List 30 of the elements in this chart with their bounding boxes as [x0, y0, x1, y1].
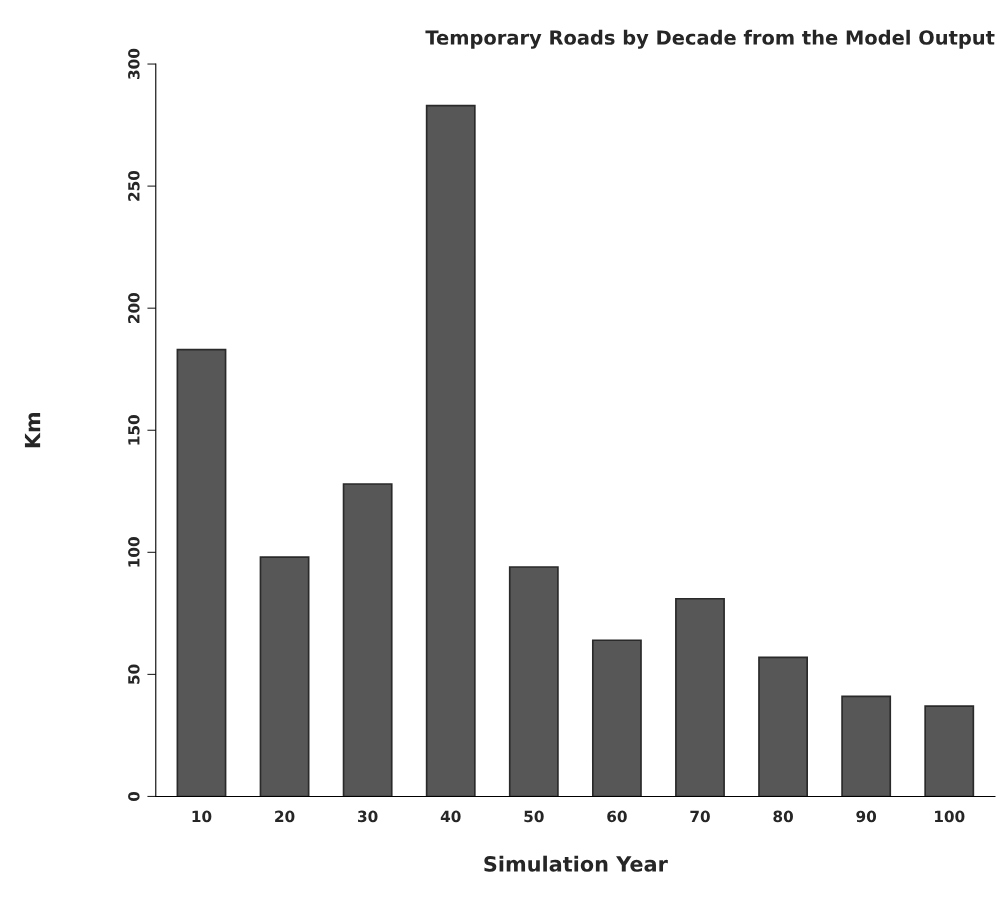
- x-tick-label: 80: [773, 810, 793, 823]
- y-tick-label: 0: [128, 791, 140, 802]
- y-tick-label: 200: [128, 292, 140, 323]
- bar: [591, 639, 642, 797]
- bar: [924, 705, 975, 797]
- bar: [342, 483, 393, 797]
- bar: [841, 695, 892, 797]
- y-tick-label: 300: [128, 48, 140, 79]
- bar: [259, 556, 310, 797]
- y-tick-label: 150: [128, 415, 140, 445]
- y-axis-title: Km: [24, 412, 41, 448]
- x-tick-label: 20: [275, 810, 295, 823]
- x-axis-title: Simulation Year: [484, 855, 668, 872]
- x-tick-label: 90: [856, 810, 877, 823]
- x-tick-label: 50: [524, 810, 544, 823]
- x-tick-label: 40: [440, 810, 461, 823]
- bar: [508, 566, 559, 797]
- x-tick-label: 30: [358, 810, 378, 823]
- x-tick-label: 10: [192, 810, 212, 823]
- y-tick-label: 100: [128, 537, 140, 567]
- bar: [425, 104, 476, 797]
- y-tick-label: 250: [128, 170, 140, 201]
- x-tick-label: 100: [935, 810, 965, 823]
- y-tick-label: 50: [128, 664, 140, 684]
- x-tick-label: 60: [607, 810, 627, 823]
- bar: [675, 597, 725, 797]
- bar: [176, 348, 227, 797]
- x-tick-label: 70: [690, 810, 710, 823]
- bar: [758, 656, 809, 797]
- chart-title: Temporary Roads by Decade from the Model Output: [425, 29, 995, 49]
